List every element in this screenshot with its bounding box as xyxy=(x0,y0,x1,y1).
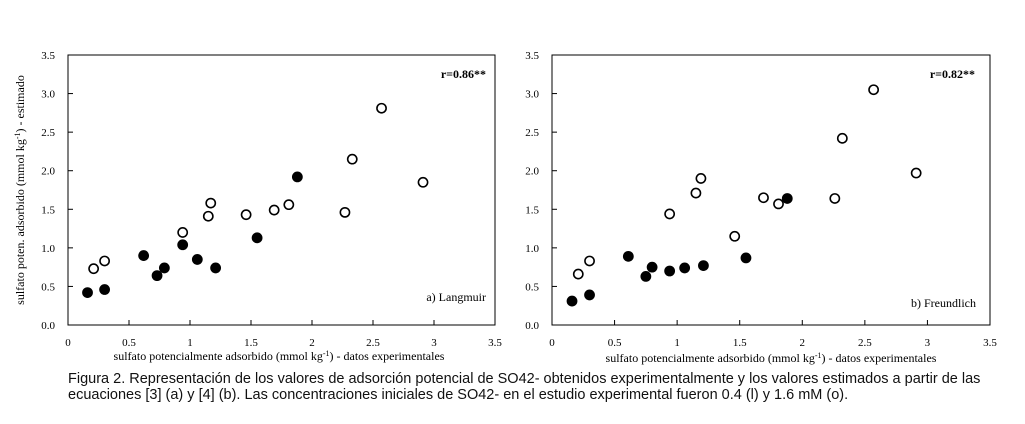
x-tick-label-b: 2 xyxy=(800,337,806,349)
open-point-b xyxy=(836,132,848,144)
open-point-a xyxy=(283,199,295,211)
panel-label-a: a) Langmuir xyxy=(426,290,486,304)
x-tick-label-b: 1 xyxy=(674,337,680,349)
y-tick-label-a: 2.0 xyxy=(41,166,55,178)
y-tick-label-b: 3.0 xyxy=(525,89,539,101)
x-tick-label-a: 3 xyxy=(431,337,437,349)
open-point-b xyxy=(690,187,702,199)
y-tick-label-a: 2.5 xyxy=(41,127,55,139)
y-tick-label-b: 3.5 xyxy=(525,50,539,62)
x-tick-label-a: 1.5 xyxy=(244,337,258,349)
y-tick-label-a: 0.0 xyxy=(41,320,55,332)
open-point-a xyxy=(177,227,189,238)
y-axis-label-a: sulfato poten. adsorbido (mmol kg-1) - e… xyxy=(13,75,28,305)
plot-frame-b xyxy=(551,54,991,326)
open-point-a xyxy=(417,176,429,188)
open-point-a xyxy=(99,255,110,267)
x-tick-label-b: 3 xyxy=(925,337,931,349)
open-point-a xyxy=(339,206,351,218)
open-point-a xyxy=(240,209,252,221)
open-point-b xyxy=(584,255,595,267)
y-tick-label-b: 1.5 xyxy=(525,204,539,216)
x-axis-label-a: sulfato potencialmente adsorbido (mmol k… xyxy=(114,349,445,364)
x-tick-label-a: 0.5 xyxy=(122,337,136,349)
x-tick-label-b: 0.5 xyxy=(608,337,622,349)
open-point-a xyxy=(202,210,214,222)
y-tick-label-b: 2.0 xyxy=(525,166,539,178)
filled-point-a xyxy=(82,287,93,298)
filled-point-b xyxy=(646,261,658,273)
open-point-b xyxy=(572,268,584,280)
points-b xyxy=(566,84,922,307)
y-tick-label-a: 0.5 xyxy=(41,281,55,293)
filled-point-b xyxy=(740,252,752,264)
x-tick-label-b: 0 xyxy=(549,337,555,349)
plot-frame-a xyxy=(67,54,496,326)
filled-point-a xyxy=(99,284,110,295)
open-point-b xyxy=(829,193,841,204)
filled-point-b xyxy=(584,289,595,301)
y-tick-label-b: 1.0 xyxy=(525,243,539,255)
open-point-b xyxy=(729,230,741,242)
points-a xyxy=(82,102,429,298)
open-point-a xyxy=(346,153,358,165)
figure-caption: Figura 2. Representación de los valores … xyxy=(68,371,981,403)
y-tick-label-a: 3.5 xyxy=(41,50,55,62)
filled-point-a xyxy=(151,270,163,282)
filled-point-a xyxy=(210,262,222,274)
open-point-a xyxy=(88,263,100,275)
panel-label-b: b) Freundlich xyxy=(911,296,976,310)
filled-point-b xyxy=(640,270,652,282)
correlation-label-a: r=0.86** xyxy=(441,67,486,81)
x-tick-label-a: 3.5 xyxy=(488,337,502,349)
y-tick-label-a: 3.0 xyxy=(41,89,55,101)
y-tick-label-b: 2.5 xyxy=(525,127,539,139)
filled-point-b xyxy=(698,260,709,271)
caption-line-2: ecuaciones [3] (a) y [4] (b). Las concen… xyxy=(68,387,849,403)
x-tick-label-a: 2.5 xyxy=(366,337,380,349)
filled-point-b xyxy=(622,250,634,262)
x-tick-label-b: 1.5 xyxy=(733,337,747,349)
open-point-b xyxy=(664,208,676,220)
caption-line-1: Figura 2. Representación de los valores … xyxy=(68,371,981,387)
open-point-b xyxy=(773,198,784,210)
open-point-a xyxy=(268,204,280,216)
x-axis-label-b: sulfato potencialmente adsorbido (mmol k… xyxy=(606,351,937,366)
filled-point-a xyxy=(291,171,303,183)
filled-point-a xyxy=(158,262,170,274)
x-tick-label-b: 2.5 xyxy=(858,337,872,349)
axes-a: 0 0.5 1 1.5 2 2.5 3 3.5 0.0 0.5 1.0 1.5 2.0 2.5 3.0 3.5 xyxy=(41,50,502,349)
open-point-a xyxy=(205,197,217,209)
filled-point-b xyxy=(679,262,691,274)
filled-point-a xyxy=(251,232,263,244)
x-tick-label-a: 2 xyxy=(309,337,315,349)
filled-point-a xyxy=(191,254,203,265)
filled-point-b xyxy=(781,193,793,204)
filled-point-a xyxy=(177,239,189,251)
y-tick-label-a: 1.5 xyxy=(41,204,55,216)
panel-langmuir: 0 0.5 1 1.5 2 2.5 3 3.5 0.0 0.5 1.0 1.5 2.0 2.5 3.0 3.5… xyxy=(13,50,503,363)
open-point-b xyxy=(758,192,769,204)
axes-b: 0 0.5 1 1.5 2 2.5 3 3.5 0.0 0.5 1.0 1.5 2.0 2.5 3.0 3.5 xyxy=(525,50,997,349)
correlation-label-b: r=0.82** xyxy=(930,67,975,81)
x-tick-label-a: 0 xyxy=(65,337,71,349)
x-tick-label-b: 3.5 xyxy=(983,337,997,349)
y-tick-label-b: 0.0 xyxy=(525,320,539,332)
filled-point-a xyxy=(138,250,150,261)
open-point-b xyxy=(868,84,880,96)
x-tick-label-a: 1 xyxy=(187,337,193,349)
y-tick-label-a: 1.0 xyxy=(41,243,55,255)
panel-freundlich: 0 0.5 1 1.5 2 2.5 3 3.5 0.0 0.5 1.0 1.5 2.0 2.5 3.0 3.5… xyxy=(525,50,997,365)
filled-point-b xyxy=(566,295,578,307)
open-point-a xyxy=(376,102,387,114)
open-point-b xyxy=(910,167,922,179)
y-tick-label-b: 0.5 xyxy=(525,281,539,293)
filled-point-b xyxy=(664,265,676,277)
open-point-b xyxy=(695,173,707,184)
